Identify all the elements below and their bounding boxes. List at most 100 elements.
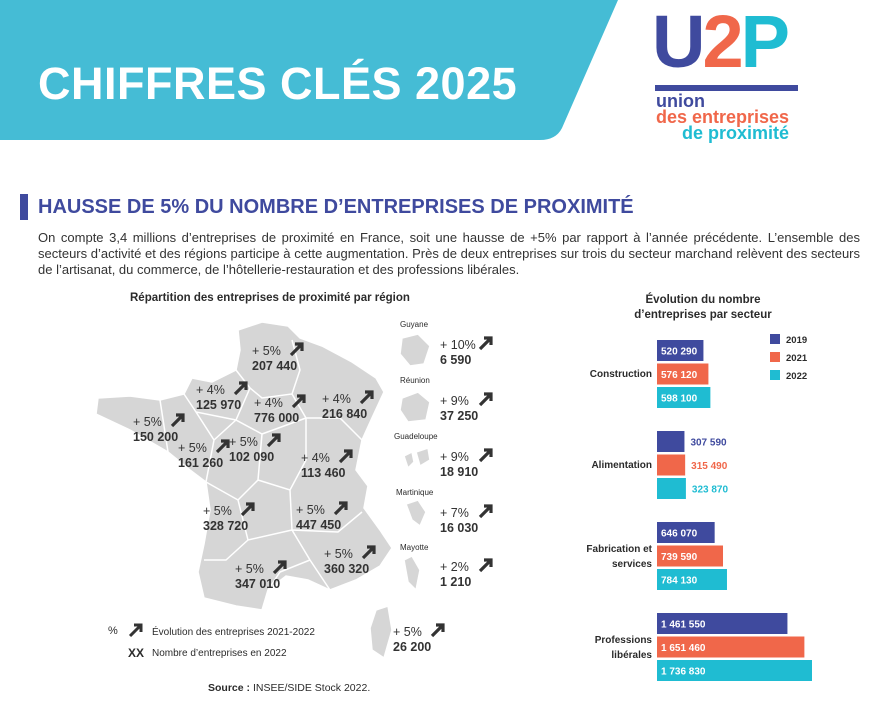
value-label: 576 120 <box>661 370 698 381</box>
trend-arrow <box>266 433 281 448</box>
legend-swatch <box>770 334 780 344</box>
trend-arrow <box>272 560 287 575</box>
region-label: + 4% 113 460 <box>301 449 353 481</box>
legend-label: 2021 <box>786 353 808 364</box>
region-count: 37 250 <box>440 409 479 423</box>
region-label: + 5% 26 200 <box>393 623 445 655</box>
region-change: + 5% <box>252 344 281 358</box>
trend-arrow <box>240 502 255 517</box>
region-count: 347 010 <box>235 577 281 591</box>
region-count: 161 260 <box>178 456 224 470</box>
region-change: + 9% <box>440 450 469 464</box>
value-label: 1 461 550 <box>661 620 706 631</box>
source: Source : INSEE/SIDE Stock 2022. <box>208 682 370 694</box>
region-label: + 5% 207 440 <box>252 342 304 374</box>
overseas-name: Réunion <box>400 376 430 385</box>
bar-chart: 520 290 576 120 598 100 307 590 315 490 323 8… <box>657 334 812 681</box>
legend-swatch <box>770 352 780 362</box>
region-change: + 5% <box>133 415 162 429</box>
region-label: + 2% 1 210 <box>440 558 493 590</box>
region-label: + 5% 447 450 <box>296 501 348 533</box>
value-label: 323 870 <box>692 485 729 496</box>
banner <box>0 0 618 140</box>
legend-text: Évolution des entreprises 2021-2022 <box>152 627 315 638</box>
region-change: + 2% <box>440 560 469 574</box>
region-label: + 5% 102 090 <box>229 433 281 465</box>
category-label: Fabrication et services <box>586 544 652 571</box>
region-label: + 5% 328 720 <box>203 502 255 534</box>
legend-label: 2019 <box>786 335 807 346</box>
region-change: + 5% <box>229 435 258 449</box>
region-label: + 10% 6 590 <box>440 336 493 368</box>
region-label: + 4% 776 000 <box>254 394 306 426</box>
trend-arrow <box>170 413 185 428</box>
region-label: + 4% 216 840 <box>322 390 374 422</box>
trend-arrow <box>478 392 493 407</box>
trend-arrow <box>478 448 493 463</box>
bar <box>657 478 686 499</box>
logo-bar <box>655 85 798 91</box>
bar <box>657 636 805 658</box>
trend-arrow <box>233 381 248 396</box>
region-change: + 4% <box>254 396 283 410</box>
region-change: + 4% <box>301 451 330 465</box>
region-count: 447 450 <box>296 518 342 532</box>
section-paragraph: On compte 3,4 millions d’entreprises de … <box>38 230 860 277</box>
region-change: + 7% <box>440 506 469 520</box>
map-title: Répartition des entreprises de proximité… <box>130 292 410 304</box>
bar <box>657 545 724 567</box>
region-change: + 4% <box>196 383 225 397</box>
legend-symbol: XX <box>128 646 145 660</box>
trend-arrow <box>478 558 493 573</box>
region-label: + 5% 161 260 <box>178 439 230 471</box>
region-label: + 5% 347 010 <box>235 560 287 592</box>
category-label: Construction <box>589 369 652 381</box>
trend-arrow <box>215 439 230 454</box>
value-label: 1 651 460 <box>661 643 706 654</box>
legend-arrow <box>128 623 143 638</box>
legend-swatch <box>770 370 780 380</box>
region-change: + 5% <box>178 441 207 455</box>
region-change: + 5% <box>203 504 232 518</box>
region-count: 26 200 <box>393 640 432 654</box>
region-change: + 5% <box>324 547 353 561</box>
legend-symbol: % <box>108 625 118 637</box>
region-count: 776 000 <box>254 411 300 425</box>
region-count: 150 200 <box>133 430 179 444</box>
section-heading: HAUSSE DE 5% DU NOMBRE D’ENTREPRISES DE … <box>38 196 634 218</box>
bar <box>657 431 685 452</box>
region-count: 207 440 <box>252 359 298 373</box>
region-count: 216 840 <box>322 407 368 421</box>
region-count: 113 460 <box>301 466 346 480</box>
bar <box>657 569 727 590</box>
value-label: 646 070 <box>661 529 698 540</box>
legend-text: Nombre d’entreprises en 2022 <box>152 648 287 659</box>
source-label: Source : <box>208 682 251 694</box>
bar <box>657 613 788 634</box>
trend-arrow <box>430 623 445 638</box>
chart-title: Évolution du nombre d’entreprises par se… <box>634 294 772 321</box>
value-label: 520 290 <box>661 347 698 358</box>
overseas-name: Guadeloupe <box>394 432 438 441</box>
bar <box>657 363 709 385</box>
overseas-name: Martinique <box>396 488 434 497</box>
region-change: + 5% <box>235 562 264 576</box>
bar <box>657 522 715 543</box>
trend-arrow <box>289 342 304 357</box>
region-change: + 10% <box>440 338 476 352</box>
region-change: + 4% <box>322 392 351 406</box>
france-map <box>95 321 431 660</box>
trend-arrow <box>478 504 493 519</box>
logo-line: des entreprises <box>656 107 790 127</box>
logo-letter: 2 <box>702 0 743 83</box>
overseas-name: Mayotte <box>400 543 429 552</box>
legend-label: 2022 <box>786 371 807 382</box>
region-count: 328 720 <box>203 519 249 533</box>
region-label: + 9% 37 250 <box>440 392 493 424</box>
region-count: 102 090 <box>229 450 275 464</box>
region-label: + 4% 125 970 <box>196 381 248 413</box>
value-label: 739 590 <box>661 552 698 563</box>
bar <box>657 340 704 361</box>
value-label: 315 490 <box>691 461 728 472</box>
